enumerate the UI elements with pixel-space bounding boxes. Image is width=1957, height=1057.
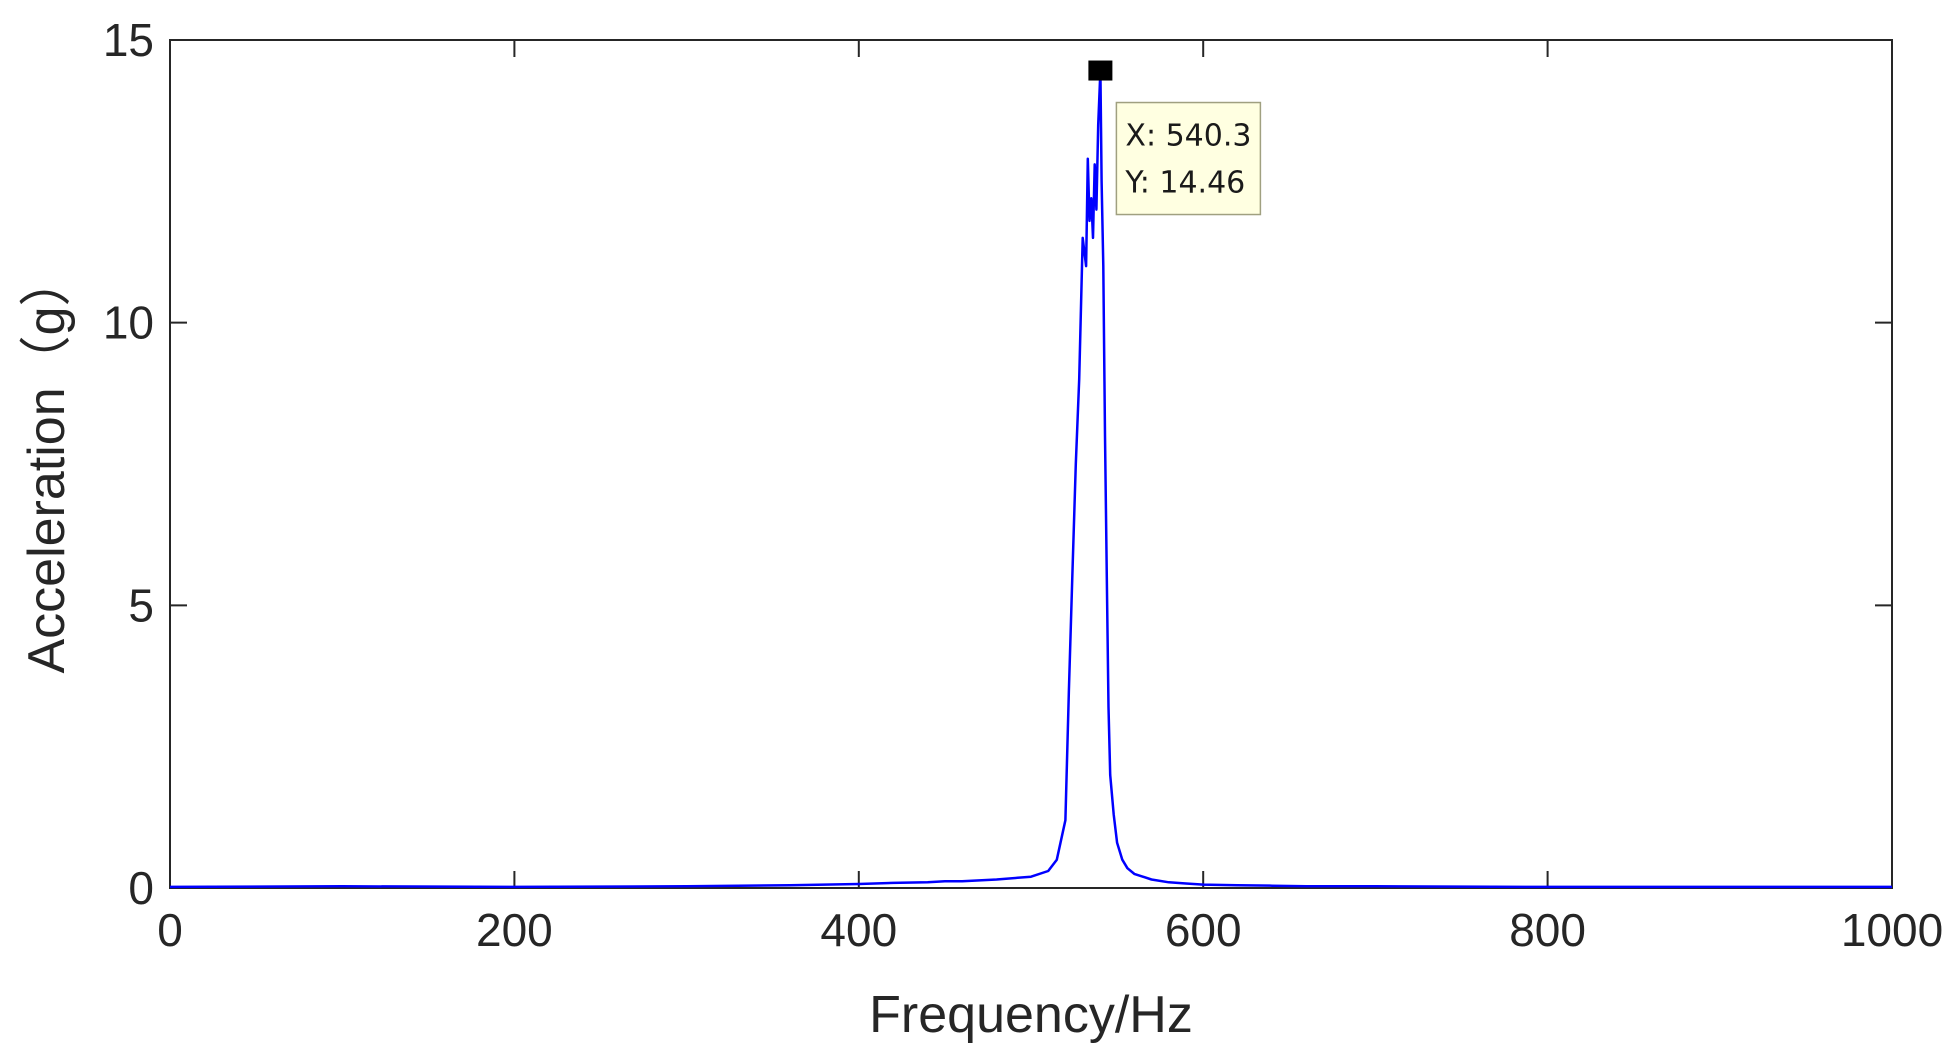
datatip-box bbox=[1115, 101, 1262, 216]
datatip-y-text: Y: 14.46 bbox=[1124, 166, 1245, 201]
datatip-x-text: X: 540.3 bbox=[1125, 119, 1251, 154]
peak-marker bbox=[1088, 60, 1113, 81]
y-tick-label-0: 0 bbox=[128, 862, 154, 914]
tick-labels: 0 200 400 600 800 1000 0 5 10 15 bbox=[103, 14, 1943, 956]
x-axis-label: Frequency/Hz bbox=[869, 986, 1193, 1044]
x-tick-label-800: 800 bbox=[1509, 904, 1586, 956]
x-tick-label-400: 400 bbox=[820, 904, 897, 956]
y-tick-label-10: 10 bbox=[103, 297, 154, 349]
x-tick-label-0: 0 bbox=[157, 904, 183, 956]
x-tick-label-1000: 1000 bbox=[1841, 904, 1943, 956]
x-tick-label-200: 200 bbox=[476, 904, 553, 956]
plot-area bbox=[169, 39, 1893, 889]
series-line-acceleration bbox=[169, 69, 1892, 889]
y-tick-label-15: 15 bbox=[103, 14, 154, 66]
datatip[interactable]: X: 540.3 Y: 14.46 bbox=[1115, 101, 1262, 216]
x-tick-label-600: 600 bbox=[1165, 904, 1242, 956]
y-axis-label: Acceleration（g） bbox=[18, 254, 76, 673]
y-tick-label-5: 5 bbox=[128, 579, 154, 631]
